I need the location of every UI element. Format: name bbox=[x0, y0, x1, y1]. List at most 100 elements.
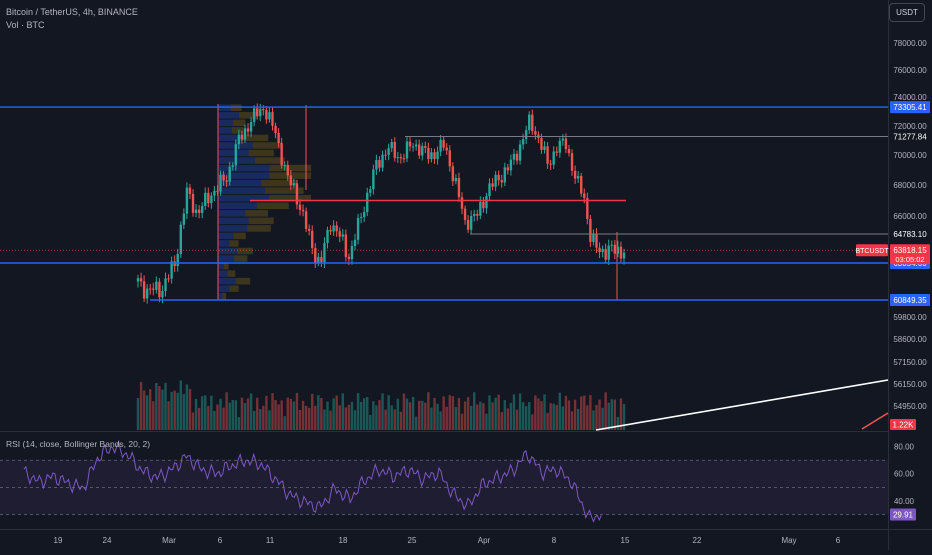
candle-body bbox=[543, 146, 546, 150]
volume-bar bbox=[622, 403, 626, 430]
candle-body bbox=[204, 192, 207, 206]
candle-body bbox=[521, 138, 525, 145]
volume-bar bbox=[158, 386, 161, 430]
volume-bar bbox=[366, 397, 369, 430]
price-level-label: 71277.84 bbox=[893, 132, 927, 141]
volume-profile-up-bar bbox=[218, 112, 240, 119]
volume-bar bbox=[454, 406, 458, 430]
candle-body bbox=[332, 225, 335, 232]
candle-body bbox=[320, 256, 323, 263]
candle-body bbox=[405, 141, 409, 159]
candle-body bbox=[179, 224, 182, 254]
candle-body bbox=[158, 281, 161, 298]
volume-bar bbox=[512, 394, 516, 430]
volume-bar bbox=[384, 409, 387, 430]
candle-body bbox=[534, 131, 537, 135]
candle-body bbox=[442, 139, 445, 148]
volume-bar bbox=[164, 382, 167, 430]
candle-body bbox=[265, 110, 268, 120]
volume-bar bbox=[219, 398, 222, 430]
candle-body bbox=[451, 166, 455, 182]
candle-body bbox=[286, 164, 289, 176]
price-tick-label: 68000.00 bbox=[893, 181, 927, 190]
volume-bar bbox=[222, 407, 225, 430]
price-level-label: 73305.41 bbox=[893, 103, 927, 112]
price-tick-label: 58600.00 bbox=[893, 335, 927, 344]
candle-body bbox=[576, 175, 580, 179]
volume-bar bbox=[463, 401, 467, 430]
time-tick-label: 25 bbox=[408, 536, 417, 545]
volume-profile-down-bar bbox=[265, 187, 304, 194]
volume-bar bbox=[182, 394, 186, 430]
volume-bar bbox=[204, 395, 207, 430]
volume-profile-down-bar bbox=[269, 194, 312, 202]
volume-profile-up-bar bbox=[218, 255, 235, 262]
candle-body bbox=[182, 213, 186, 225]
candle-body bbox=[616, 246, 620, 254]
candles-layer bbox=[136, 103, 626, 304]
volume-bar bbox=[320, 398, 323, 430]
price-tick-label: 59800.00 bbox=[893, 313, 927, 322]
time-tick-label: 24 bbox=[103, 536, 112, 545]
candle-body bbox=[564, 138, 568, 149]
volume-bar bbox=[558, 392, 562, 430]
volume-bar bbox=[277, 404, 280, 430]
volume-bar bbox=[347, 404, 351, 430]
candle-body bbox=[280, 143, 283, 166]
volume-bar bbox=[567, 400, 571, 430]
price-tick-label: 66000.00 bbox=[893, 212, 927, 221]
candle-body bbox=[369, 189, 372, 193]
volume-profile-up-bar bbox=[218, 164, 270, 172]
volume-bar bbox=[314, 405, 317, 430]
volume-bar bbox=[598, 399, 601, 430]
candle-body bbox=[246, 128, 250, 132]
candle-body bbox=[619, 246, 623, 259]
candle-body bbox=[149, 288, 152, 290]
volume-bar bbox=[488, 395, 491, 430]
candle-body bbox=[460, 197, 464, 209]
candle-body bbox=[613, 244, 617, 254]
volume-bar bbox=[298, 409, 302, 430]
candle-body bbox=[607, 245, 610, 260]
volume-bar bbox=[369, 414, 372, 430]
volume-bar bbox=[439, 411, 442, 430]
volume-profile-up-bar bbox=[218, 262, 224, 270]
volume-bar bbox=[451, 396, 455, 430]
candle-body bbox=[622, 252, 626, 259]
candle-body bbox=[219, 174, 222, 192]
volume-bar bbox=[142, 390, 146, 430]
volume-bar bbox=[353, 410, 357, 430]
volume-profile-down-bar bbox=[248, 149, 274, 157]
candle-body bbox=[503, 167, 506, 183]
volume-bar bbox=[604, 392, 607, 430]
volume-bar bbox=[509, 402, 513, 430]
volume-bar bbox=[259, 409, 262, 430]
volume-bar bbox=[246, 398, 250, 430]
volume-profile-down-bar bbox=[247, 225, 271, 232]
rsi-tick-label: 60.00 bbox=[894, 470, 915, 479]
volume-bar bbox=[473, 392, 476, 430]
volume-profile-up-bar bbox=[218, 119, 234, 127]
volume-bar bbox=[555, 405, 558, 430]
volume-bar bbox=[350, 401, 354, 430]
candle-body bbox=[283, 164, 286, 166]
candle-body bbox=[207, 192, 210, 204]
candle-body bbox=[408, 141, 412, 147]
last-price-tag bbox=[890, 244, 930, 265]
candle-body bbox=[598, 247, 601, 253]
candle-body bbox=[454, 178, 458, 182]
volume-bar bbox=[216, 404, 219, 430]
volume-bar bbox=[491, 402, 494, 430]
volume-label: Vol · BTC bbox=[6, 20, 45, 30]
currency-button[interactable]: USDT bbox=[889, 3, 925, 22]
candle-body bbox=[381, 154, 384, 168]
volume-bar bbox=[145, 395, 149, 430]
volume-bar bbox=[616, 416, 620, 430]
price-tick-label: 78000.00 bbox=[893, 39, 927, 48]
volume-bar bbox=[286, 397, 289, 430]
candle-body bbox=[307, 228, 311, 231]
volume-profile-up-bar bbox=[218, 232, 234, 240]
volume-profile-up-bar bbox=[218, 225, 248, 232]
